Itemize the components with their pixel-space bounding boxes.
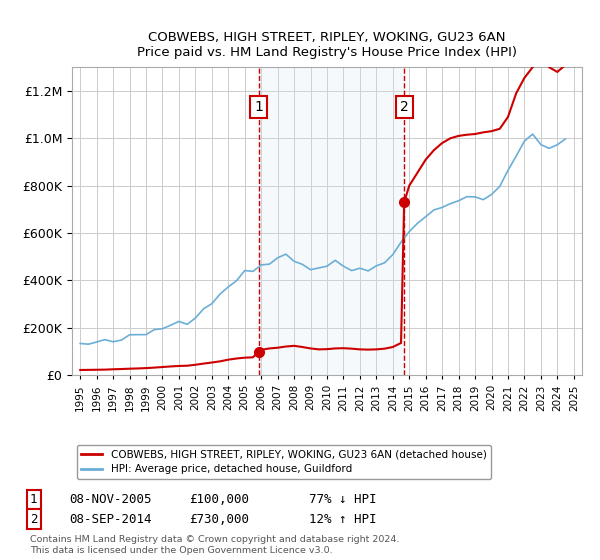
Text: 77% ↓ HPI: 77% ↓ HPI — [309, 493, 377, 506]
Text: £100,000: £100,000 — [189, 493, 249, 506]
Title: COBWEBS, HIGH STREET, RIPLEY, WOKING, GU23 6AN
Price paid vs. HM Land Registry's: COBWEBS, HIGH STREET, RIPLEY, WOKING, GU… — [137, 31, 517, 59]
Text: 2: 2 — [400, 100, 409, 114]
Text: 1: 1 — [30, 493, 37, 506]
Text: 1: 1 — [254, 100, 263, 114]
Text: 12% ↑ HPI: 12% ↑ HPI — [309, 512, 377, 526]
Text: 08-SEP-2014: 08-SEP-2014 — [69, 512, 151, 526]
Legend: COBWEBS, HIGH STREET, RIPLEY, WOKING, GU23 6AN (detached house), HPI: Average pr: COBWEBS, HIGH STREET, RIPLEY, WOKING, GU… — [77, 445, 491, 479]
Bar — [259, 67, 404, 375]
Text: 2: 2 — [30, 512, 37, 526]
Text: Contains HM Land Registry data © Crown copyright and database right 2024.
This d: Contains HM Land Registry data © Crown c… — [30, 535, 400, 554]
Text: £730,000: £730,000 — [189, 512, 249, 526]
Text: 08-NOV-2005: 08-NOV-2005 — [69, 493, 151, 506]
